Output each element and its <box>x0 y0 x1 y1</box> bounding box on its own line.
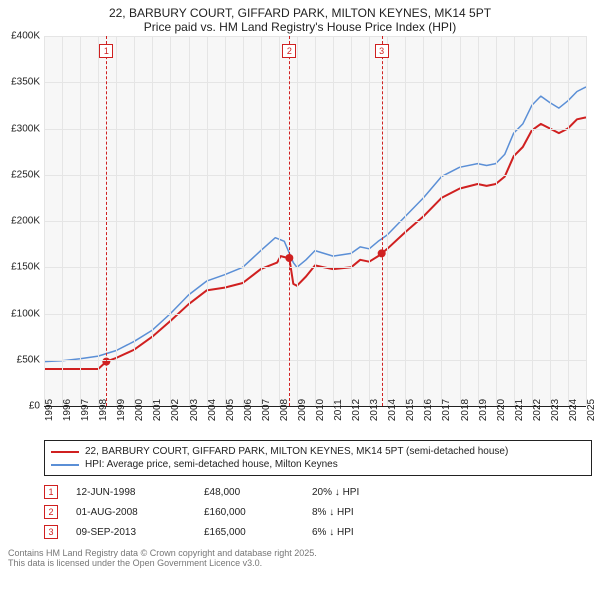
event-price: £160,000 <box>204 507 294 518</box>
footer-copyright: Contains HM Land Registry data © Crown c… <box>8 548 592 558</box>
events-table: 1 12-JUN-1998 £48,000 20% ↓ HPI 2 01-AUG… <box>44 482 592 542</box>
legend-label: HPI: Average price, semi-detached house,… <box>85 459 338 470</box>
legend: 22, BARBURY COURT, GIFFARD PARK, MILTON … <box>44 440 592 476</box>
event-row: 1 12-JUN-1998 £48,000 20% ↓ HPI <box>44 482 592 502</box>
x-tick-label: 2009 <box>297 399 308 421</box>
y-tick-label: £150K <box>0 262 40 273</box>
x-tick-label: 2025 <box>586 399 597 421</box>
x-tick-label: 2014 <box>387 399 398 421</box>
legend-item: HPI: Average price, semi-detached house,… <box>51 458 585 471</box>
x-tick-label: 2020 <box>496 399 507 421</box>
plot-area: £0£50K£100K£150K£200K£250K£300K£350K£400… <box>44 36 586 406</box>
x-tick-label: 2022 <box>532 399 543 421</box>
y-tick-label: £350K <box>0 77 40 88</box>
x-axis: 1995199619971998199920002001200220032004… <box>44 406 586 436</box>
event-price: £48,000 <box>204 487 294 498</box>
legend-label: 22, BARBURY COURT, GIFFARD PARK, MILTON … <box>85 446 508 457</box>
x-tick-label: 2006 <box>243 399 254 421</box>
event-date: 01-AUG-2008 <box>76 507 186 518</box>
event-marker: 3 <box>44 525 58 539</box>
y-tick-label: £100K <box>0 308 40 319</box>
x-tick-label: 2017 <box>441 399 452 421</box>
x-tick-label: 1996 <box>62 399 73 421</box>
event-delta: 6% ↓ HPI <box>312 527 354 538</box>
legend-item: 22, BARBURY COURT, GIFFARD PARK, MILTON … <box>51 445 585 458</box>
event-row: 3 09-SEP-2013 £165,000 6% ↓ HPI <box>44 522 592 542</box>
x-tick-label: 2016 <box>423 399 434 421</box>
y-tick-label: £50K <box>0 354 40 365</box>
x-tick-label: 2011 <box>333 399 344 421</box>
event-marker: 1 <box>44 485 58 499</box>
x-tick-label: 2018 <box>460 399 471 421</box>
x-tick-label: 1999 <box>116 399 127 421</box>
event-row: 2 01-AUG-2008 £160,000 8% ↓ HPI <box>44 502 592 522</box>
event-marker: 2 <box>44 505 58 519</box>
y-tick-label: £200K <box>0 216 40 227</box>
y-tick-label: £300K <box>0 123 40 134</box>
y-tick-label: £250K <box>0 169 40 180</box>
event-marker-box: 3 <box>375 44 389 58</box>
x-tick-label: 2013 <box>369 399 380 421</box>
event-date: 12-JUN-1998 <box>76 487 186 498</box>
chart-title: 22, BARBURY COURT, GIFFARD PARK, MILTON … <box>0 0 600 36</box>
event-vline <box>289 36 290 406</box>
legend-swatch <box>51 464 79 466</box>
x-tick-label: 2010 <box>315 399 326 421</box>
event-marker-box: 1 <box>99 44 113 58</box>
event-vline <box>106 36 107 406</box>
event-delta: 20% ↓ HPI <box>312 487 359 498</box>
x-tick-label: 1997 <box>80 399 91 421</box>
x-tick-label: 2019 <box>478 399 489 421</box>
x-tick-label: 2005 <box>225 399 236 421</box>
chart-container: 22, BARBURY COURT, GIFFARD PARK, MILTON … <box>0 0 600 568</box>
x-tick-label: 2002 <box>170 399 181 421</box>
title-subtitle: Price paid vs. HM Land Registry's House … <box>10 20 590 34</box>
event-delta: 8% ↓ HPI <box>312 507 354 518</box>
x-tick-label: 2024 <box>568 399 579 421</box>
x-tick-label: 2000 <box>134 399 145 421</box>
event-price: £165,000 <box>204 527 294 538</box>
event-marker-box: 2 <box>282 44 296 58</box>
x-tick-label: 2021 <box>514 399 525 421</box>
x-tick-label: 1998 <box>98 399 109 421</box>
x-tick-label: 2001 <box>152 399 163 421</box>
title-address: 22, BARBURY COURT, GIFFARD PARK, MILTON … <box>10 6 590 20</box>
legend-swatch <box>51 451 79 453</box>
y-tick-label: £400K <box>0 31 40 42</box>
x-tick-label: 1995 <box>44 399 55 421</box>
x-tick-label: 2008 <box>279 399 290 421</box>
event-date: 09-SEP-2013 <box>76 527 186 538</box>
x-tick-label: 2003 <box>189 399 200 421</box>
x-tick-label: 2015 <box>405 399 416 421</box>
footer-licence: This data is licensed under the Open Gov… <box>8 558 592 568</box>
x-tick-label: 2023 <box>550 399 561 421</box>
event-vline <box>382 36 383 406</box>
y-tick-label: £0 <box>0 401 40 412</box>
x-tick-label: 2012 <box>351 399 362 421</box>
x-tick-label: 2007 <box>261 399 272 421</box>
footer: Contains HM Land Registry data © Crown c… <box>8 548 592 568</box>
x-tick-label: 2004 <box>207 399 218 421</box>
